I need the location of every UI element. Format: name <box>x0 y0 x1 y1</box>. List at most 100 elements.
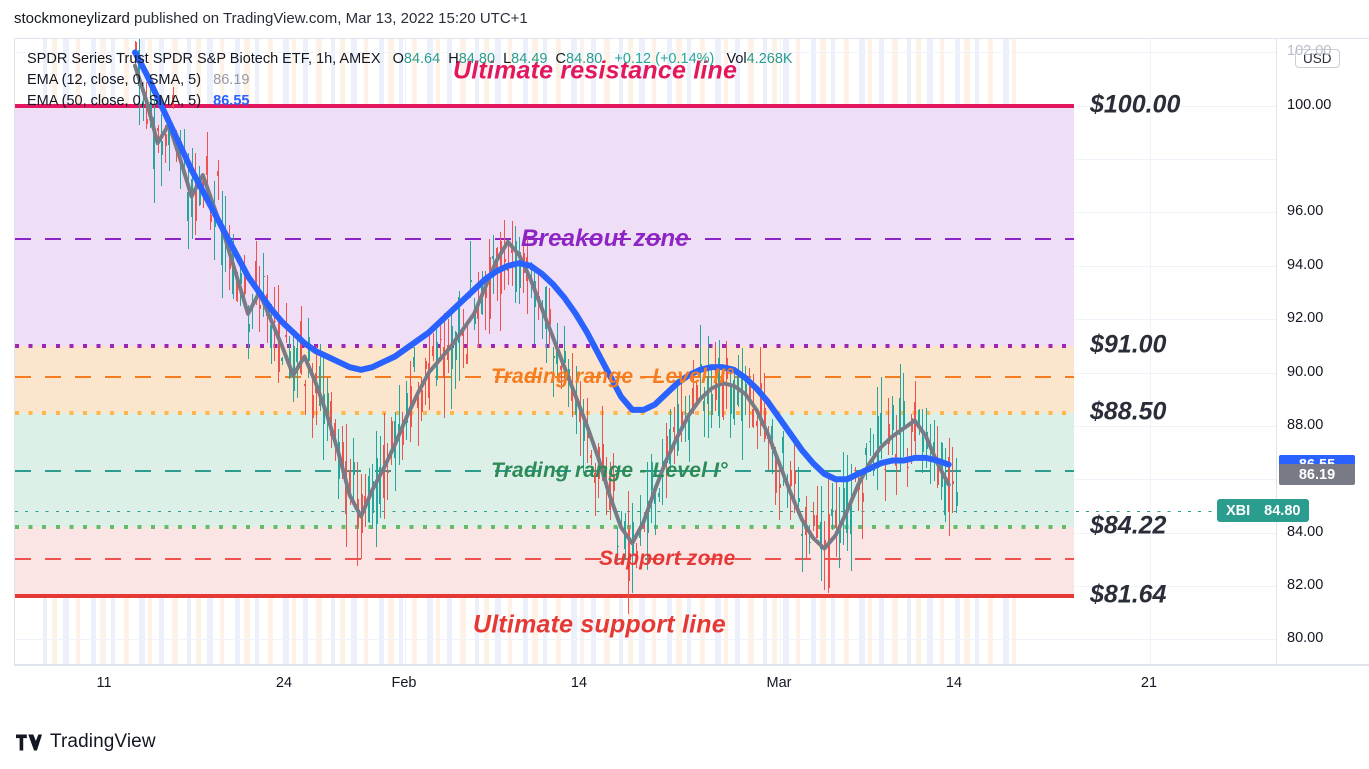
candle-body <box>518 252 521 289</box>
price-axis[interactable]: USD 100.00 96.00 94.00 92.00 90.00 88.00 84.00… <box>1276 38 1369 665</box>
candle-wick <box>259 266 261 332</box>
candle-body <box>793 470 796 484</box>
candle-body <box>292 346 295 392</box>
price-axis-tick: 80.00 <box>1287 630 1324 647</box>
candle-wick <box>541 299 543 339</box>
candle-body <box>910 418 913 433</box>
candle-body <box>477 304 480 319</box>
time-axis-tick: 24 <box>275 675 293 691</box>
candle-body <box>187 192 190 221</box>
candle-body <box>831 508 834 516</box>
candle-body <box>703 400 706 411</box>
price-axis-tick: 82.00 <box>1287 576 1324 593</box>
time-axis-tick: Mar <box>766 675 792 691</box>
candle-body <box>842 488 845 516</box>
candle-body <box>300 320 303 374</box>
candle-wick <box>911 414 913 465</box>
candle-body <box>673 427 676 432</box>
candle-body <box>680 411 683 428</box>
price-axis-tick: 94.00 <box>1287 256 1324 273</box>
candle-body <box>319 366 322 406</box>
horizontal-gridline <box>15 639 1276 641</box>
candle-body <box>654 492 657 504</box>
candle-wick <box>824 520 826 590</box>
annotation-support-zone: Support zone <box>599 547 736 571</box>
candle-body <box>692 388 695 409</box>
candle-body <box>921 436 924 452</box>
candle-body <box>744 383 747 395</box>
candle-body <box>748 386 751 398</box>
candle-body <box>627 528 630 581</box>
annotation-trading-range-1: Trading range - Level I° <box>491 459 728 483</box>
time-axis-tick: 14 <box>570 675 588 691</box>
candle-wick <box>304 379 306 415</box>
candle-body <box>466 353 468 365</box>
candle-body <box>503 258 506 262</box>
candle-body <box>695 384 698 406</box>
level-line <box>15 343 1074 348</box>
candle-body <box>782 437 785 454</box>
candle-body <box>616 545 619 547</box>
candle-body <box>850 500 853 534</box>
zone-band <box>15 526 1074 596</box>
candle-body <box>556 348 559 364</box>
level-line <box>15 558 1074 561</box>
tradingview-footer: TradingView <box>16 731 156 753</box>
candle-body <box>684 412 687 414</box>
candle-body <box>138 49 141 87</box>
candle-body <box>281 358 284 362</box>
candle-wick <box>858 474 860 511</box>
time-axis-tick: Feb <box>391 675 417 691</box>
chart-plot-area[interactable]: Ultimate resistance line Breakout zone Tra… <box>15 39 1276 664</box>
candle-wick <box>553 346 555 397</box>
candle-body <box>827 514 830 589</box>
candle-body <box>579 407 582 422</box>
time-axis[interactable]: 11 24 Feb 14 Mar 14 21 <box>14 665 1369 699</box>
candle-body <box>835 510 838 528</box>
candle-wick <box>455 331 457 389</box>
candle-wick <box>639 495 641 547</box>
time-axis-tick: 11 <box>96 675 112 691</box>
candle-body <box>454 331 457 360</box>
candle-body <box>417 389 420 409</box>
candle-wick <box>673 406 675 464</box>
candle-body <box>710 393 713 416</box>
candle-wick <box>263 253 265 317</box>
candle-body <box>918 410 921 426</box>
annotation-trading-range-2: Trading range - Level II° <box>491 364 734 388</box>
candle-body <box>443 347 446 379</box>
candle-body <box>944 478 947 516</box>
price-callout: $81.64 <box>1090 580 1167 609</box>
candle-body <box>157 127 160 131</box>
ticker-price-badge: XBI 84.80 <box>1217 499 1310 523</box>
candle-body <box>729 384 732 415</box>
candle-body <box>424 360 427 370</box>
ema50-line <box>132 49 952 483</box>
candle-body <box>330 400 333 436</box>
candle-body <box>334 422 337 445</box>
candle-body <box>658 493 661 498</box>
candle-body <box>902 400 905 427</box>
candle-body <box>865 447 868 455</box>
annotation-ultimate-resistance: Ultimate resistance line <box>453 56 738 85</box>
candle-wick <box>504 219 506 291</box>
candle-body <box>876 416 879 469</box>
candle-wick <box>462 308 464 369</box>
ticker-price: 84.80 <box>1264 502 1301 519</box>
candle-body <box>869 440 872 442</box>
candle-body <box>797 497 800 503</box>
chart-canvas[interactable]: Ultimate resistance line Breakout zone Tra… <box>14 38 1276 665</box>
ticker-symbol: XBI <box>1226 502 1251 519</box>
candle-wick <box>485 270 487 330</box>
candle-body <box>432 346 435 356</box>
candle-wick <box>470 240 472 299</box>
price-callout: $84.22 <box>1090 511 1167 540</box>
candle-body <box>202 180 205 189</box>
candle-body <box>805 507 808 535</box>
candle-wick <box>703 387 705 437</box>
candle-body <box>951 480 954 485</box>
price-callout: $91.00 <box>1090 330 1167 359</box>
candle-body <box>379 467 382 505</box>
tradingview-logo-icon <box>16 734 42 750</box>
candle-body <box>420 389 423 413</box>
